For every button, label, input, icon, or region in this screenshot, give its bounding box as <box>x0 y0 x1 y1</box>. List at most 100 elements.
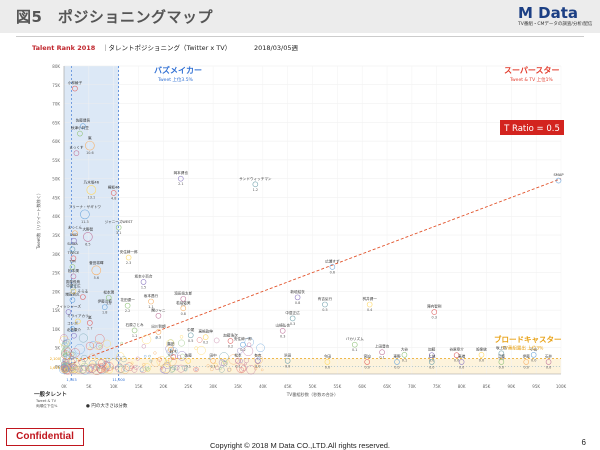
bubble-cluster-point <box>183 367 188 372</box>
data-point-label: 小林綾子 <box>68 80 83 85</box>
data-point <box>70 273 77 280</box>
data-point <box>498 350 505 357</box>
bubble-cluster-point <box>246 342 252 347</box>
data-point-label: 増田貴久 <box>65 292 80 297</box>
bubble-cluster-point <box>91 364 102 375</box>
data-point-label: 東野 <box>393 353 401 358</box>
data-point-label: TIM <box>68 259 75 263</box>
data-point-label: 出川哲朗 <box>151 323 166 328</box>
bubble-cluster-point <box>58 364 70 375</box>
data-point-label: 中尾 <box>187 327 195 332</box>
bubble-cluster-point <box>165 344 174 353</box>
data-point-label: まっくす <box>69 145 84 150</box>
logo-main-text: M Data <box>518 4 579 22</box>
bubble-cluster-point <box>115 363 125 373</box>
data-point-value: 1.1 <box>132 334 137 338</box>
data-point-value: 6.5 <box>85 242 90 246</box>
data-point-label: 松本潤 <box>68 268 79 273</box>
data-point-label: 鈴木 <box>170 349 178 354</box>
y-tick-label: 60K <box>52 139 60 144</box>
data-point-label: 上地 <box>428 353 436 358</box>
data-point-value: 1.8 <box>102 311 107 315</box>
data-point-label: 伊藤 <box>523 353 531 358</box>
data-point-label: 加藤浩次 <box>223 332 238 337</box>
data-point-value: 2.1 <box>178 182 183 186</box>
x-tick-label: 80K <box>458 384 466 389</box>
data-point-value: 2.3 <box>126 261 131 265</box>
data-point <box>80 294 86 300</box>
data-point-label: 小山 <box>530 346 538 351</box>
bubble-cluster-point <box>169 347 178 356</box>
data-point <box>91 265 102 276</box>
bubble-cluster-point <box>125 362 134 371</box>
data-point-value: 2.2 <box>125 309 130 313</box>
data-point <box>70 284 76 291</box>
bubble-cluster-point <box>102 368 106 372</box>
data-point <box>125 254 132 261</box>
bubble-cluster-point <box>64 347 72 355</box>
bubble-cluster-point <box>101 361 112 371</box>
data-point-label: 濱田岳太郎 <box>174 290 192 295</box>
bubble-cluster-point <box>74 343 85 355</box>
data-point-value: 0.0 <box>499 365 504 369</box>
data-point-label: 浜田 <box>284 352 292 357</box>
buzz-region-label: バズメイカー <box>154 65 202 75</box>
data-point <box>69 326 76 332</box>
data-point-label: そらる <box>77 289 88 294</box>
data-point <box>523 359 530 365</box>
y-tick-label: 40K <box>52 214 60 219</box>
data-point <box>115 224 122 231</box>
data-point-label: 加藤 <box>428 347 436 352</box>
buzz-min-label: 1,503 <box>66 378 76 382</box>
buzz-region <box>64 66 119 374</box>
data-point-value: 0.0 <box>454 359 459 363</box>
data-point-label: 高橋 <box>458 353 466 358</box>
broad-top-label: 2,100 <box>50 357 61 361</box>
data-point-label: 坂上忍 <box>496 345 507 350</box>
x-tick-label: 50K <box>309 384 317 389</box>
bubble-cluster-point <box>60 334 68 342</box>
x-tick-label: 20K <box>160 384 168 389</box>
data-point-label: 北島康介 <box>67 327 82 332</box>
data-point <box>555 177 562 184</box>
data-point-label: コンボ <box>67 320 78 325</box>
data-point-value: 0.2 <box>240 348 245 352</box>
data-point-label: 大谷 <box>401 346 409 351</box>
bubble-cluster-point <box>194 368 198 371</box>
data-point-label: 若月佑美 <box>176 300 191 305</box>
data-point-value: 10.6 <box>86 151 94 155</box>
general-talent-sub: 両順位下位% <box>36 403 58 408</box>
data-point-label: 設楽統 <box>476 346 487 351</box>
data-point-value: 0.5 <box>188 339 193 343</box>
bubble-cluster-point <box>218 366 225 373</box>
bubble-cluster-point <box>155 336 158 340</box>
bubble-cluster-point <box>63 352 68 357</box>
bubble-cluster-point <box>208 357 212 360</box>
data-point-label: 新垣結衣 <box>290 289 305 294</box>
general-talent-label: 一般タレント <box>34 390 67 398</box>
bubble-cluster-point <box>260 368 264 372</box>
y-tick-label: 20K <box>52 289 60 294</box>
x-tick-label: 100K <box>556 384 567 389</box>
data-point <box>168 346 174 353</box>
data-point <box>70 288 77 295</box>
data-point-label: 坂本昌行 <box>144 293 159 298</box>
bubble-cluster-point <box>227 367 232 372</box>
data-point-value: 2.7 <box>87 326 92 330</box>
chart-brand: Talent Rank 2018 <box>32 44 96 52</box>
bubble-cluster-point <box>167 357 177 366</box>
data-point-value: 0.2 <box>228 344 233 348</box>
bubble-cluster-point <box>213 337 220 344</box>
bubble-cluster-point <box>167 339 174 346</box>
data-point-value: 0.8 <box>181 312 186 316</box>
data-point-label: 安住紳一郎 <box>234 336 252 341</box>
data-point-value: 0.0 <box>429 365 434 369</box>
data-point <box>329 264 336 270</box>
ratio-badge <box>500 120 564 135</box>
y-tick-label: 65K <box>52 120 60 125</box>
bubble-cluster-point <box>67 358 76 366</box>
bubble-cluster-point <box>88 360 97 369</box>
data-point <box>366 301 373 308</box>
bubble-cluster-point <box>141 344 146 349</box>
data-point-label: 伊藤沙莉 <box>98 299 113 304</box>
